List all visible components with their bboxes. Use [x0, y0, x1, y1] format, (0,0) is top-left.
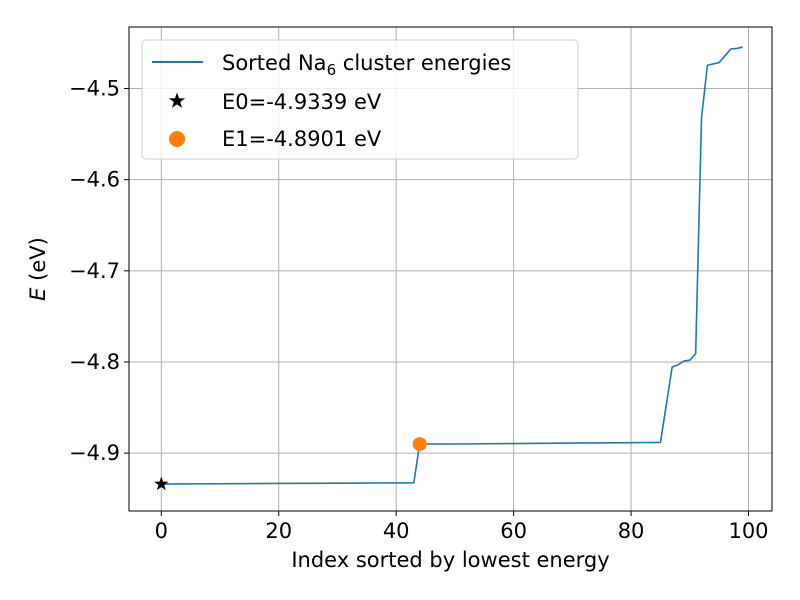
legend-box: [141, 39, 579, 160]
x-tick-label: 20: [265, 519, 292, 543]
legend-entry-sorted-energies: Sorted Na6 cluster energies: [222, 51, 511, 79]
plot-frame: [128, 26, 773, 512]
x-tick-label: 80: [618, 519, 645, 543]
x-tick-label: 0: [155, 519, 168, 543]
legend-star-marker: [168, 92, 186, 108]
y-axis-title-symbol: E: [26, 287, 50, 301]
sorted-energies-line: [161, 46, 743, 485]
y-tick-label: −4.5: [69, 77, 120, 101]
y-tick-label: −4.6: [69, 168, 120, 192]
y-tick-label: −4.9: [69, 441, 120, 465]
legend-entry-subscript: 6: [327, 61, 337, 79]
legend-entry-rest: cluster energies: [336, 51, 511, 75]
x-tick-label: 100: [728, 519, 768, 543]
legend-entry-e0: E0=-4.9339 eV: [222, 90, 382, 114]
legend-circle-marker: [169, 131, 185, 147]
y-tick-label: −4.8: [69, 350, 120, 374]
legend: Sorted Na6 cluster energies E0=-4.9339 e…: [141, 39, 579, 160]
y-axis-title: E (eV): [26, 237, 50, 301]
x-tick-label: 40: [383, 519, 410, 543]
series-layer: [154, 46, 743, 491]
y-tick-label: −4.7: [69, 259, 120, 283]
x-tick-label: 60: [500, 519, 527, 543]
legend-entry-base: Sorted Na: [222, 51, 327, 75]
legend-entry-e1: E1=-4.8901 eV: [222, 127, 382, 151]
x-axis-title: Index sorted by lowest energy: [291, 548, 609, 572]
y-axis-title-unit: (eV): [26, 237, 50, 287]
e1-point: [412, 437, 427, 452]
ticks: 0 20 40 60 80 100 −4.9 −4.8 −4.7 −4.6 −4.5: [69, 77, 769, 543]
e0-point: [154, 476, 169, 491]
